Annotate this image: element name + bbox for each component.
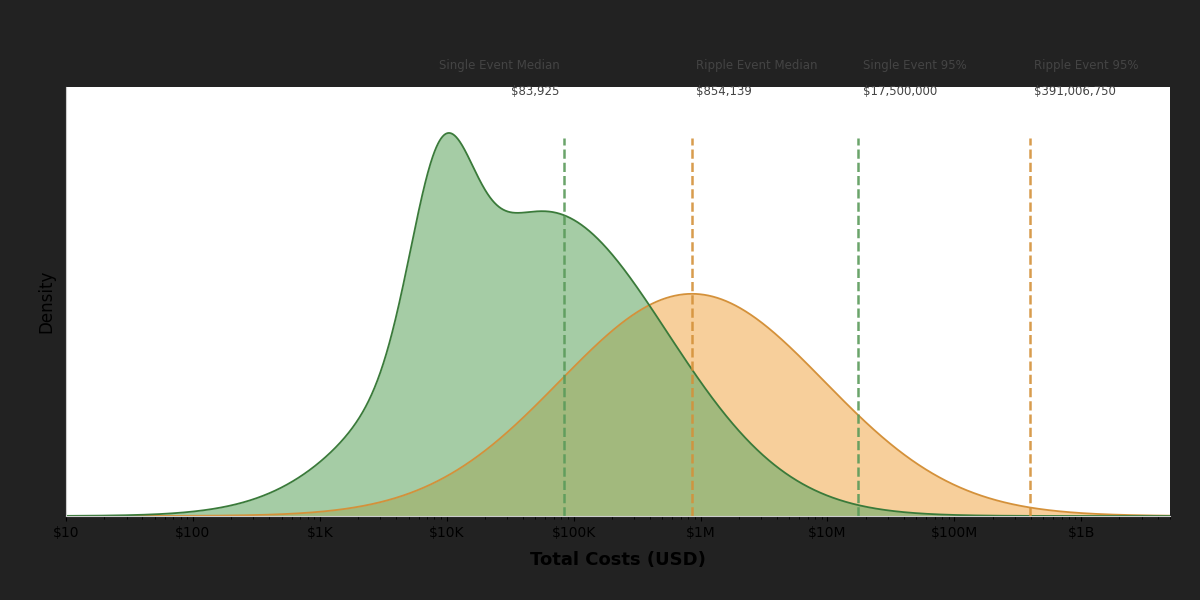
Y-axis label: Density: Density [37,270,55,333]
Text: Single Event 95%: Single Event 95% [863,59,966,72]
Text: Ripple Event 95%: Ripple Event 95% [1034,59,1139,72]
Text: $83,925: $83,925 [511,85,559,98]
Text: $17,500,000: $17,500,000 [863,85,937,98]
Text: $854,139: $854,139 [696,85,752,98]
Text: $391,006,750: $391,006,750 [1034,85,1116,98]
Text: Single Event Median: Single Event Median [439,59,559,72]
Text: Ripple Event Median: Ripple Event Median [696,59,817,72]
X-axis label: Total Costs (USD): Total Costs (USD) [530,551,706,569]
